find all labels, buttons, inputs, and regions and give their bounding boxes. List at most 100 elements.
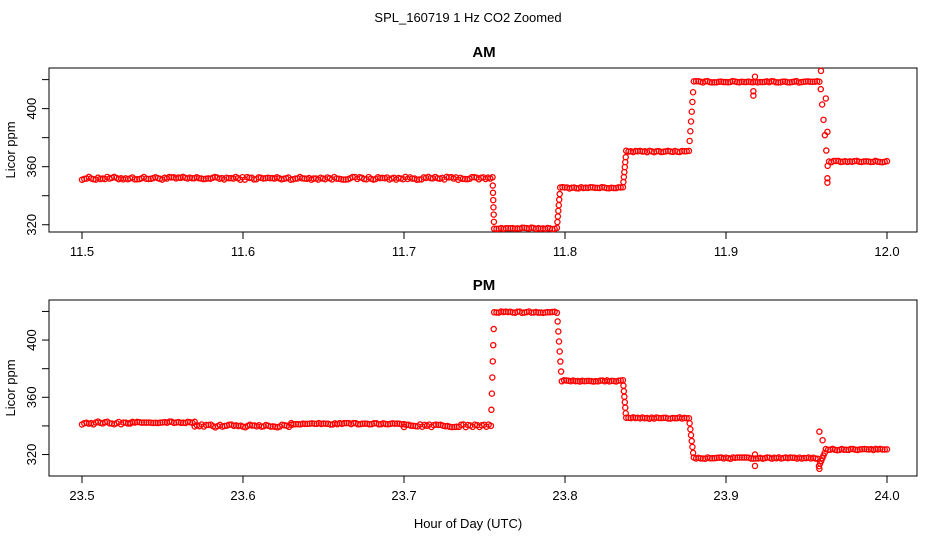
data-point [883, 446, 891, 453]
data-point [621, 393, 628, 400]
data-point [555, 338, 563, 345]
y-tick-label: 320 [24, 444, 39, 466]
data-point [554, 213, 562, 220]
data-point [488, 406, 495, 414]
data-point [617, 184, 624, 191]
panel-am-frame [48, 67, 918, 233]
y-tick-label: 360 [24, 156, 39, 178]
data-point [622, 409, 629, 417]
data-point [490, 218, 498, 226]
data-point [617, 377, 624, 384]
x-tick-label: 12.0 [874, 244, 899, 259]
data-point [554, 318, 561, 325]
data-point [683, 147, 690, 155]
y-tick-label: 360 [24, 386, 39, 408]
data-point [554, 218, 561, 226]
data-point [556, 348, 563, 355]
data-point [881, 446, 888, 453]
data-point [487, 422, 495, 430]
x-tick-label: 23.6 [230, 488, 255, 503]
panel-pm: PM 23.5 23.6 23.7 23.8 23.9 24.0 320 360 400 Li… [3, 277, 918, 503]
data-point [489, 189, 497, 197]
data-point [883, 157, 891, 165]
data-point [553, 309, 561, 317]
data-point [622, 153, 629, 161]
data-point [822, 95, 830, 102]
data-point [687, 431, 695, 439]
x-tick-label: 11.5 [70, 244, 94, 259]
data-point [686, 137, 693, 145]
data-point [555, 328, 562, 335]
x-tick-label: 11.6 [231, 244, 255, 259]
data-point [489, 182, 497, 189]
data-point [820, 116, 827, 124]
x-tick-label: 24.0 [874, 488, 899, 503]
x-tick-label: 11.7 [392, 244, 416, 259]
data-point [683, 414, 690, 422]
data-point [488, 390, 496, 397]
data-point [490, 325, 497, 333]
x-tick-label: 23.8 [552, 488, 577, 503]
data-point [821, 449, 828, 457]
panel-pm-y-label: Licor ppm [3, 359, 18, 416]
data-point [817, 67, 825, 75]
data-point [555, 207, 562, 215]
data-point [816, 78, 823, 86]
x-tick-label: 11.9 [714, 244, 738, 259]
data-point [581, 377, 588, 385]
data-point [751, 73, 759, 80]
y-tick-label: 400 [24, 329, 39, 351]
panel-am-points [78, 67, 891, 233]
data-point [816, 465, 823, 473]
data-point [824, 175, 831, 182]
data-point [620, 382, 627, 389]
data-point [557, 368, 565, 375]
data-point [689, 449, 697, 457]
panel-am: AM 11.5 11.6 11.7 11.8 11.9 12.0 320 360 400 Li… [3, 44, 918, 259]
data-point [687, 425, 694, 433]
data-point [490, 211, 497, 218]
data-point [819, 436, 826, 444]
data-point [622, 404, 629, 411]
data-point [555, 201, 563, 209]
data-point [489, 341, 497, 349]
data-point [824, 179, 831, 186]
panel-pm-x-axis: 23.5 23.6 23.7 23.8 23.9 24.0 [69, 476, 900, 503]
data-point [572, 377, 579, 385]
data-point [824, 128, 831, 136]
panel-pm-points [78, 308, 891, 473]
data-point [750, 87, 757, 95]
panel-pm-y-axis: 320 360 400 [24, 310, 49, 466]
x-tick-label: 11.8 [553, 244, 577, 259]
data-point [620, 387, 628, 395]
figure-title: SPL_160719 1 Hz CO2 Zoomed [374, 10, 561, 25]
data-point [489, 174, 496, 181]
data-point [553, 224, 561, 232]
panel-am-title: AM [472, 44, 495, 61]
data-point [751, 462, 759, 470]
data-point [750, 92, 757, 99]
data-point [689, 89, 697, 96]
data-point [583, 377, 590, 385]
panel-am-y-axis: 320 360 400 [24, 79, 49, 236]
data-point [823, 147, 830, 154]
data-point [621, 398, 629, 406]
data-point [556, 196, 563, 203]
data-point [490, 204, 497, 211]
data-point [879, 446, 886, 453]
data-point [817, 85, 825, 93]
panel-am-x-axis: 11.5 11.6 11.7 11.8 11.9 12.0 [70, 232, 900, 259]
data-point [689, 443, 696, 451]
panel-pm-title: PM [473, 277, 496, 294]
y-tick-label: 320 [24, 214, 39, 236]
data-point [751, 451, 759, 458]
x-tick-label: 23.5 [69, 488, 94, 503]
data-point [489, 374, 496, 381]
data-point [686, 420, 693, 427]
data-point [858, 445, 866, 453]
x-tick-label: 23.9 [713, 488, 738, 503]
data-point [685, 147, 693, 155]
panel-pm-frame [48, 299, 918, 477]
data-point [688, 437, 695, 445]
